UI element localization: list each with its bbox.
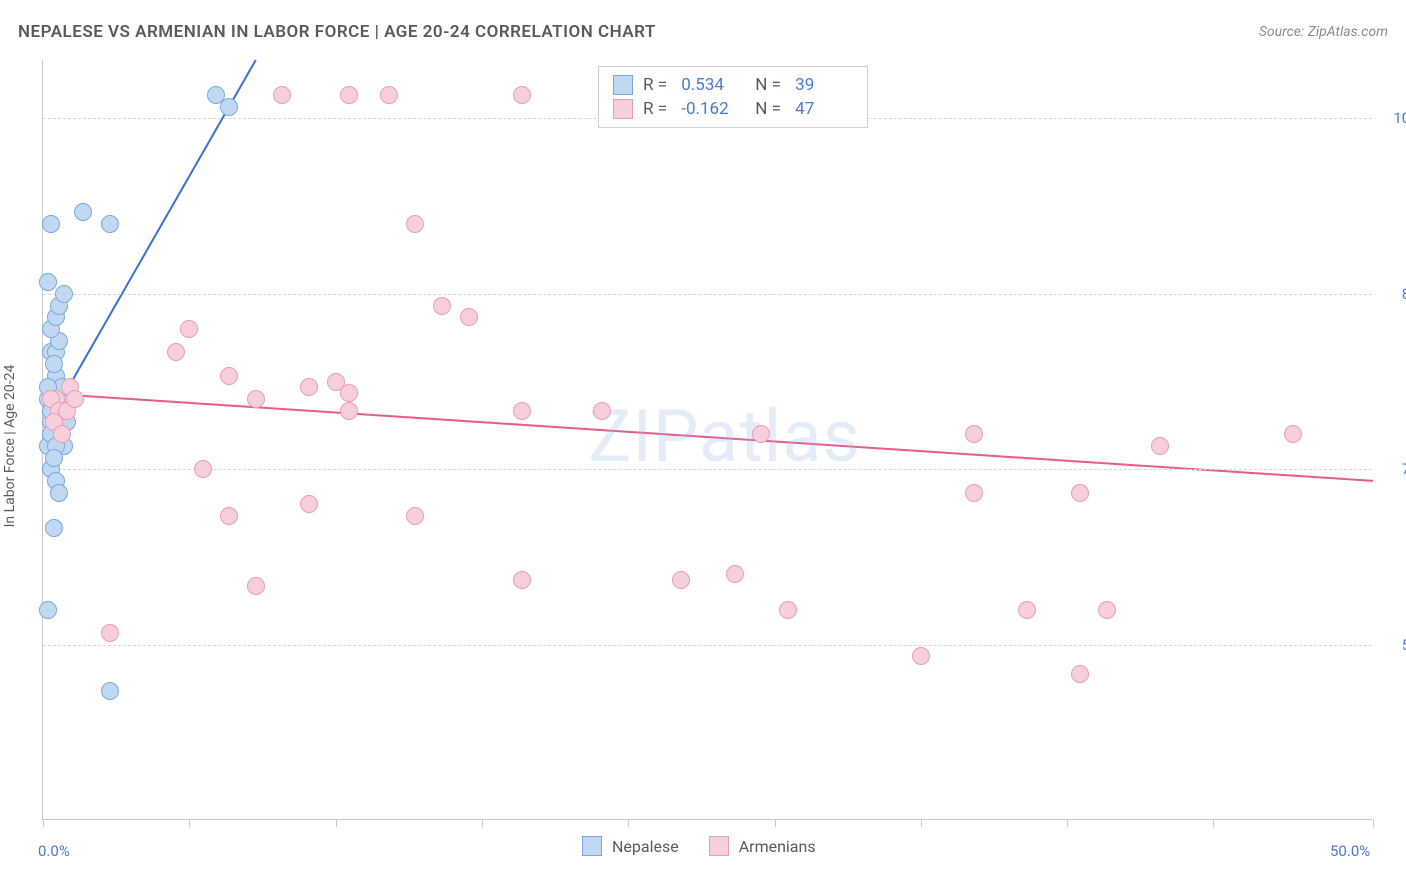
r-label: R = (643, 75, 671, 95)
data-point (1098, 601, 1116, 619)
plot-area: ZIPatlas 55.0%70.0%85.0%100.0%R = 0.534N… (42, 60, 1372, 820)
x-tick (921, 819, 922, 827)
data-point (340, 86, 358, 104)
x-tick (336, 819, 337, 827)
data-point (247, 390, 265, 408)
data-point (220, 367, 238, 385)
data-point (593, 402, 611, 420)
data-point (340, 402, 358, 420)
legend-swatch (582, 836, 602, 856)
data-point (1071, 484, 1089, 502)
data-point (380, 86, 398, 104)
data-point (194, 460, 212, 478)
data-point (406, 215, 424, 233)
data-point (167, 343, 185, 361)
y-tick-label: 70.0% (1380, 460, 1406, 478)
x-tick (628, 819, 629, 827)
n-label: N = (755, 75, 785, 95)
data-point (180, 320, 198, 338)
data-point (513, 402, 531, 420)
y-tick-label: 100.0% (1380, 109, 1406, 127)
x-tick (189, 819, 190, 827)
legend-item: Armenians (709, 836, 816, 856)
data-point (42, 215, 60, 233)
data-point (74, 203, 92, 221)
data-point (513, 571, 531, 589)
data-point (45, 519, 63, 537)
r-label: R = (643, 99, 671, 119)
data-point (726, 565, 744, 583)
data-point (1151, 437, 1169, 455)
series-legend: Nepalese Armenians (582, 836, 816, 856)
r-value: 0.534 (681, 75, 739, 95)
data-point (965, 484, 983, 502)
r-value: -0.162 (681, 99, 739, 119)
x-tick (1373, 819, 1374, 827)
legend-item: Nepalese (582, 836, 679, 856)
data-point (965, 425, 983, 443)
data-point (1018, 601, 1036, 619)
legend-row: R = -0.162 N = 47 (613, 97, 853, 121)
trend-lines (43, 60, 1372, 819)
data-point (39, 601, 57, 619)
legend-label: Armenians (739, 837, 816, 856)
legend-swatch (613, 75, 633, 95)
data-point (433, 297, 451, 315)
data-point (45, 355, 63, 373)
legend-swatch (709, 836, 729, 856)
x-tick (43, 819, 44, 827)
x-tick (1067, 819, 1068, 827)
legend-row: R = 0.534 N = 39 (613, 73, 853, 97)
x-tick (775, 819, 776, 827)
data-point (50, 484, 68, 502)
data-point (912, 647, 930, 665)
x-tick-label: 50.0% (1330, 842, 1370, 860)
data-point (779, 601, 797, 619)
y-tick-label: 55.0% (1380, 636, 1406, 654)
x-tick (482, 819, 483, 827)
data-point (273, 86, 291, 104)
data-point (45, 449, 63, 467)
data-point (406, 507, 424, 525)
data-point (460, 308, 478, 326)
n-label: N = (755, 99, 785, 119)
watermark: ZIPatlas (588, 394, 860, 479)
chart-header: NEPALESE VS ARMENIAN IN LABOR FORCE | AG… (18, 22, 1388, 42)
data-point (55, 285, 73, 303)
data-point (300, 495, 318, 513)
gridline (43, 469, 1372, 470)
data-point (39, 273, 57, 291)
y-tick-label: 85.0% (1380, 285, 1406, 303)
data-point (672, 571, 690, 589)
data-point (220, 98, 238, 116)
correlation-legend: R = 0.534 N = 39 R = -0.162 N = 47 (598, 66, 868, 128)
data-point (53, 425, 71, 443)
data-point (1071, 665, 1089, 683)
data-point (101, 215, 119, 233)
n-value: 39 (795, 75, 853, 95)
data-point (752, 425, 770, 443)
chart-title: NEPALESE VS ARMENIAN IN LABOR FORCE | AG… (18, 22, 656, 42)
trend-line (43, 393, 1373, 481)
n-value: 47 (795, 99, 853, 119)
data-point (1284, 425, 1302, 443)
gridline (43, 294, 1372, 295)
data-point (247, 577, 265, 595)
data-point (101, 624, 119, 642)
y-axis-title: In Labor Force | Age 20-24 (2, 365, 18, 528)
data-point (220, 507, 238, 525)
data-point (66, 390, 84, 408)
legend-swatch (613, 99, 633, 119)
data-point (101, 682, 119, 700)
x-tick (1213, 819, 1214, 827)
data-point (513, 86, 531, 104)
data-point (300, 378, 318, 396)
source-label: Source: ZipAtlas.com (1259, 24, 1388, 40)
x-tick-label: 0.0% (38, 842, 70, 860)
data-point (340, 384, 358, 402)
legend-label: Nepalese (612, 837, 679, 856)
gridline (43, 645, 1372, 646)
